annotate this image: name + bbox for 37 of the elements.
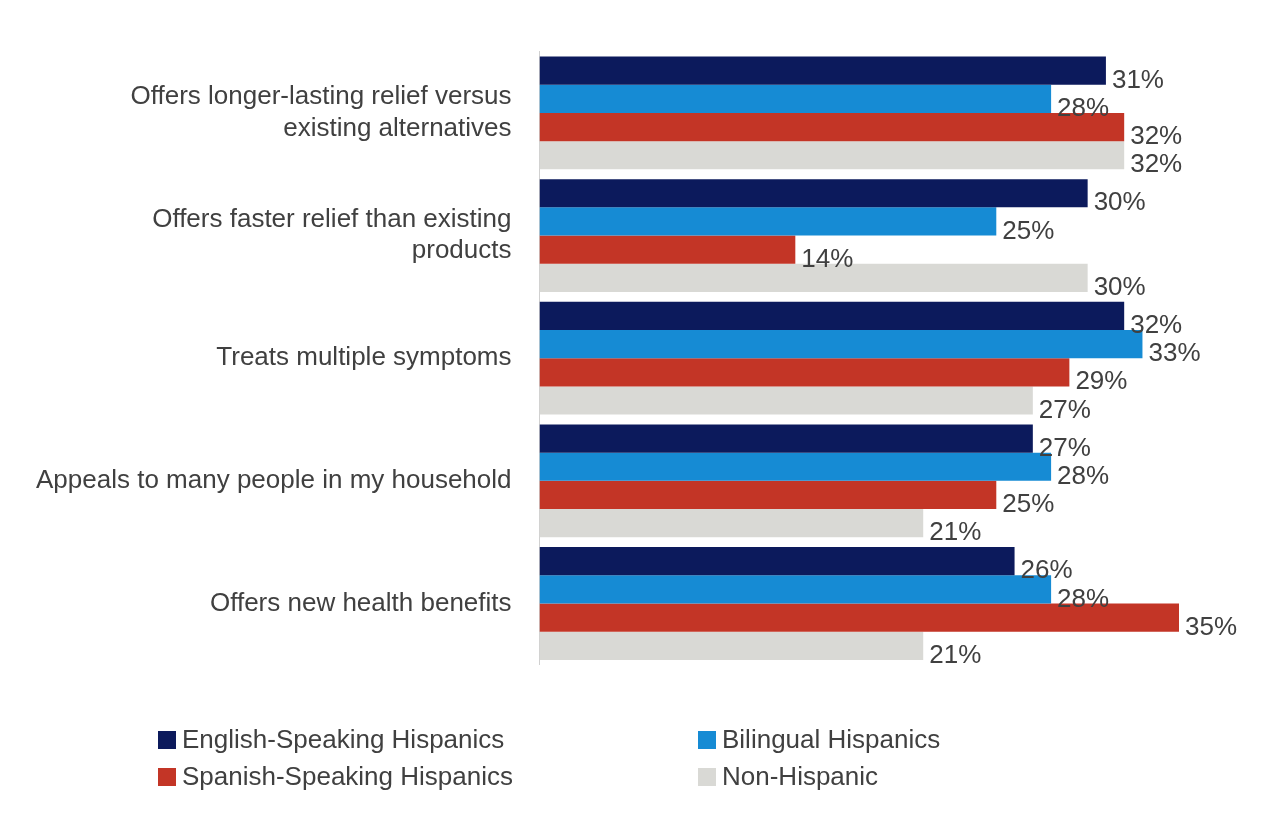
bar <box>539 179 1088 208</box>
y-tick-label: Offers faster relief than existing products <box>152 203 512 265</box>
data-label: 27% <box>1038 393 1091 424</box>
data-label: 25% <box>1002 214 1055 245</box>
bar <box>539 301 1125 330</box>
bar <box>539 84 1052 113</box>
data-label: 33% <box>1148 337 1201 368</box>
legend-label: Non-Hispanic <box>722 761 879 792</box>
legend-label: Bilingual Hispanics <box>722 724 941 755</box>
data-label: 35% <box>1185 610 1238 641</box>
bar <box>539 424 1033 453</box>
bar <box>539 480 997 510</box>
data-label: 30% <box>1093 186 1146 217</box>
y-tick-label: Offers longer-lasting relief versus existing alternatives <box>130 80 512 142</box>
data-label: 29% <box>1075 365 1128 396</box>
bar <box>539 235 796 264</box>
data-label: 25% <box>1002 488 1055 519</box>
data-label: 27% <box>1038 431 1091 462</box>
data-label: 32% <box>1130 309 1183 340</box>
data-label: 26% <box>1020 554 1073 585</box>
legend-label: Spanish-Speaking Hispanics <box>182 761 513 792</box>
data-label: 31% <box>1111 63 1164 94</box>
data-label: 21% <box>929 516 982 547</box>
data-label: 28% <box>1057 459 1110 490</box>
data-label: 14% <box>801 242 854 273</box>
data-label: 30% <box>1093 271 1146 302</box>
y-tick-label: Offers new health benefits <box>209 586 512 617</box>
data-label: 32% <box>1130 148 1183 179</box>
y-tick-label: Treats multiple symptoms <box>216 341 512 372</box>
legend-label: English-Speaking Hispanics <box>182 724 505 755</box>
data-label: 21% <box>929 638 982 669</box>
y-tick-label: Appeals to many people in my household <box>36 464 512 495</box>
bar <box>539 56 1106 85</box>
bar <box>539 358 1070 387</box>
data-label: 32% <box>1130 120 1183 151</box>
bar <box>539 547 1015 576</box>
bar <box>539 207 997 236</box>
